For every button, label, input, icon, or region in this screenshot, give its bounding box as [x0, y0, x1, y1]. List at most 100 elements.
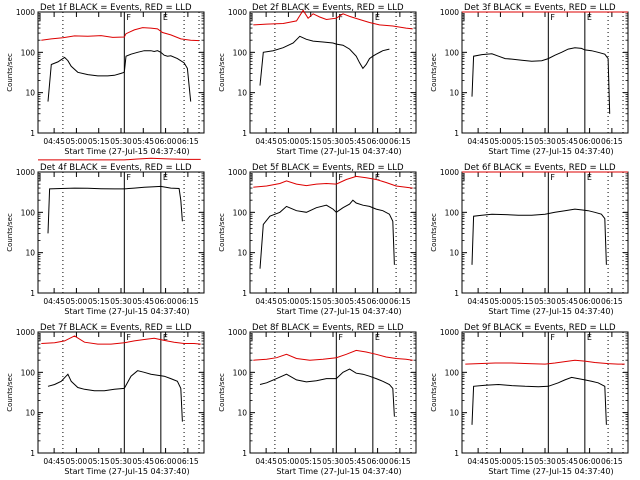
x-tick-label: 06:15	[601, 297, 623, 306]
x-tick-label: 05:15	[300, 297, 322, 306]
x-tick-label: 05:30	[110, 297, 132, 306]
x-tick-label: 05:00	[66, 137, 88, 146]
x-axis-label: Start Time (27-Jul-15 04:37:40)	[276, 147, 401, 156]
x-tick-label: 05:45	[556, 457, 578, 466]
y-tick-label: 10	[237, 89, 247, 98]
x-tick-label: 05:30	[110, 457, 132, 466]
x-tick-label: 05:00	[278, 137, 300, 146]
x-tick-label: 05:00	[66, 457, 88, 466]
time-marker-label: E	[375, 13, 380, 22]
events-series-line	[123, 50, 192, 102]
lld-series-line	[253, 9, 413, 30]
panel-det-7: Det 7f BLACK = Events, RED = LLD Counts/s…	[6, 323, 205, 476]
x-tick-label: 06:15	[389, 457, 411, 466]
y-tick-label: 1	[242, 449, 247, 458]
y-axis-label: Counts/sec	[218, 213, 226, 252]
y-tick-label: 1000	[440, 8, 459, 17]
y-tick-label: 1000	[228, 168, 247, 177]
y-tick-label: 100	[445, 368, 460, 377]
y-tick-label: 100	[21, 208, 36, 217]
y-tick-label: 1000	[440, 328, 459, 337]
events-series-line	[123, 370, 183, 422]
x-axis-label: Start Time (27-Jul-15 04:37:40)	[276, 467, 401, 476]
y-tick-label: 10	[25, 409, 35, 418]
x-axis-label: Start Time (27-Jul-15 04:37:40)	[64, 467, 189, 476]
x-tick-label: 05:00	[66, 297, 88, 306]
y-tick-label: 10	[237, 409, 247, 418]
x-tick-label: 06:00	[155, 297, 177, 306]
x-tick-label: 05:15	[300, 137, 322, 146]
y-axis-label: Counts/sec	[218, 53, 226, 92]
y-axis-label: Counts/sec	[6, 213, 14, 252]
y-tick-label: 1000	[440, 168, 459, 177]
x-tick-label: 05:15	[88, 457, 110, 466]
x-tick-label: 04:45	[255, 137, 277, 146]
x-tick-label: 05:30	[534, 137, 556, 146]
x-tick-label: 05:00	[278, 457, 300, 466]
x-tick-label: 05:00	[490, 137, 512, 146]
panel-det-9: Det 9f BLACK = Events, RED = LLD Counts/s…	[430, 323, 629, 476]
x-tick-label: 06:00	[367, 457, 389, 466]
x-tick-label: 05:00	[490, 297, 512, 306]
y-axis-label: Counts/sec	[430, 213, 438, 252]
x-tick-label: 05:45	[132, 137, 154, 146]
y-axis-label: Counts/sec	[430, 53, 438, 92]
y-tick-label: 1000	[228, 328, 247, 337]
x-tick-label: 05:00	[490, 457, 512, 466]
x-tick-label: 06:00	[155, 457, 177, 466]
time-marker-label: E	[587, 333, 592, 342]
x-tick-label: 04:45	[467, 137, 489, 146]
y-tick-label: 10	[237, 249, 247, 258]
panel-title: Det 9f BLACK = Events, RED = LLD	[464, 323, 616, 333]
y-axis-label: Counts/sec	[218, 373, 226, 412]
events-series-line	[259, 204, 337, 269]
x-axis-label: Start Time (27-Jul-15 04:37:40)	[64, 307, 189, 316]
y-tick-label: 1	[242, 289, 247, 298]
panel-det-2: Det 2f BLACK = Events, RED = LLD Counts/s…	[218, 3, 417, 156]
x-tick-label: 06:00	[155, 137, 177, 146]
y-tick-label: 1000	[16, 328, 35, 337]
x-tick-label: 05:45	[344, 137, 366, 146]
x-tick-label: 04:45	[255, 297, 277, 306]
x-tick-label: 06:00	[579, 457, 601, 466]
x-tick-label: 04:45	[43, 297, 65, 306]
panel-title: Det 5f BLACK = Events, RED = LLD	[252, 163, 404, 173]
lld-series-line	[41, 27, 200, 42]
x-tick-label: 05:45	[132, 457, 154, 466]
time-marker-label: E	[163, 13, 168, 22]
events-series-line	[471, 376, 607, 425]
lld-series-line	[253, 175, 413, 189]
y-tick-label: 10	[449, 409, 459, 418]
y-tick-label: 10	[25, 89, 35, 98]
time-marker-label: F	[550, 13, 555, 22]
x-tick-label: 06:00	[579, 297, 601, 306]
y-tick-label: 1	[30, 449, 35, 458]
panel-det-6: Det 6f BLACK = Events, RED = LLD Counts/s…	[430, 163, 629, 316]
y-tick-label: 100	[445, 48, 460, 57]
y-axis-label: Counts/sec	[430, 373, 438, 412]
x-tick-label: 06:15	[389, 297, 411, 306]
x-tick-label: 06:00	[579, 137, 601, 146]
x-tick-label: 04:45	[467, 457, 489, 466]
events-series-line	[336, 199, 395, 265]
y-tick-label: 1	[454, 449, 459, 458]
y-tick-label: 1	[242, 129, 247, 138]
x-tick-label: 05:30	[322, 137, 344, 146]
x-axis-label: Start Time (27-Jul-15 04:37:40)	[488, 147, 613, 156]
x-tick-label: 06:15	[177, 457, 199, 466]
x-tick-label: 05:30	[322, 297, 344, 306]
y-tick-label: 100	[233, 368, 248, 377]
x-tick-label: 05:15	[300, 457, 322, 466]
time-marker-label: F	[338, 333, 343, 342]
y-tick-label: 100	[21, 48, 36, 57]
time-marker-label: E	[587, 173, 592, 182]
panel-title: Det 1f BLACK = Events, RED = LLD	[40, 3, 192, 13]
time-marker-label: F	[338, 173, 343, 182]
y-tick-label: 100	[233, 208, 248, 217]
y-tick-label: 1	[30, 289, 35, 298]
x-tick-label: 06:15	[389, 137, 411, 146]
events-series-line	[471, 47, 611, 114]
lld-series-line	[38, 157, 201, 161]
events-series-line	[47, 56, 125, 102]
y-tick-label: 1000	[228, 8, 247, 17]
